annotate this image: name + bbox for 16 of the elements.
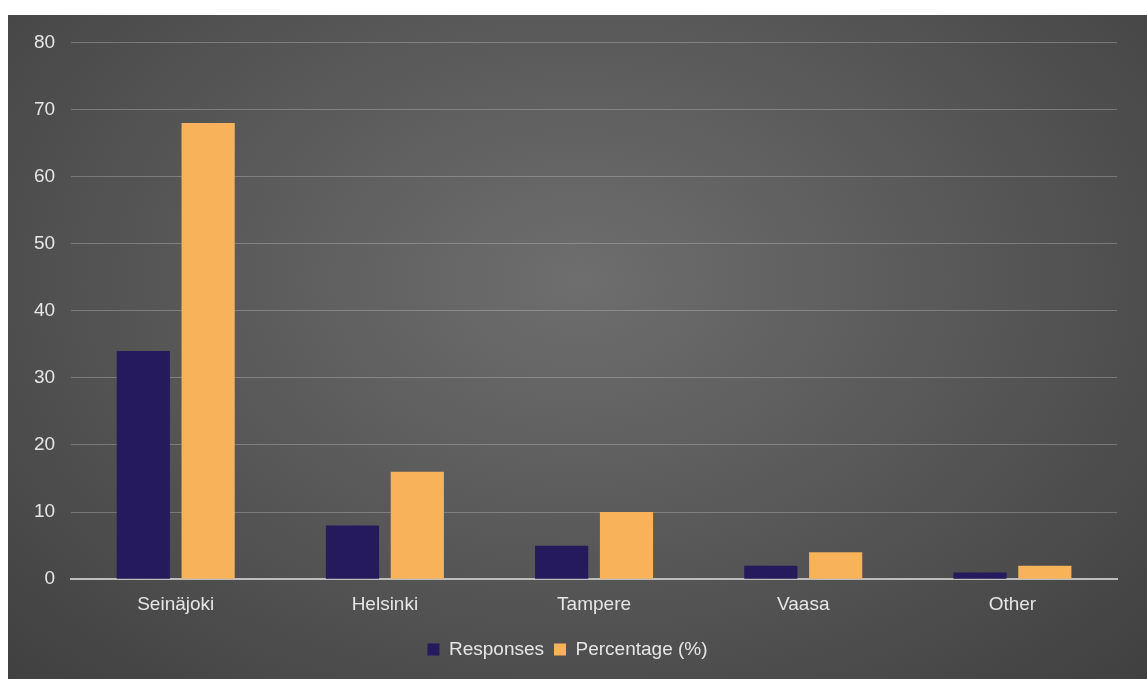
y-tick-label: 0 bbox=[44, 567, 56, 589]
y-tick-label: 30 bbox=[33, 366, 56, 388]
y-tick-label: 40 bbox=[33, 299, 56, 321]
y-tick-label: 80 bbox=[33, 30, 56, 52]
y-tick-label: 70 bbox=[33, 97, 56, 119]
x-tick-label: Seinäjoki bbox=[137, 592, 215, 614]
legend-label: Responses bbox=[448, 637, 545, 659]
x-tick-label: Vaasa bbox=[777, 592, 830, 614]
x-tick-label: Other bbox=[988, 592, 1037, 614]
x-tick-label: Tampere bbox=[557, 592, 632, 614]
y-tick-label: 10 bbox=[33, 500, 56, 522]
y-tick-label: 20 bbox=[33, 433, 56, 455]
legend-label: Percentage (%) bbox=[575, 637, 708, 659]
y-tick-label: 60 bbox=[33, 164, 56, 186]
y-tick-label: 50 bbox=[33, 231, 56, 253]
x-tick-label: Helsinki bbox=[351, 592, 419, 614]
